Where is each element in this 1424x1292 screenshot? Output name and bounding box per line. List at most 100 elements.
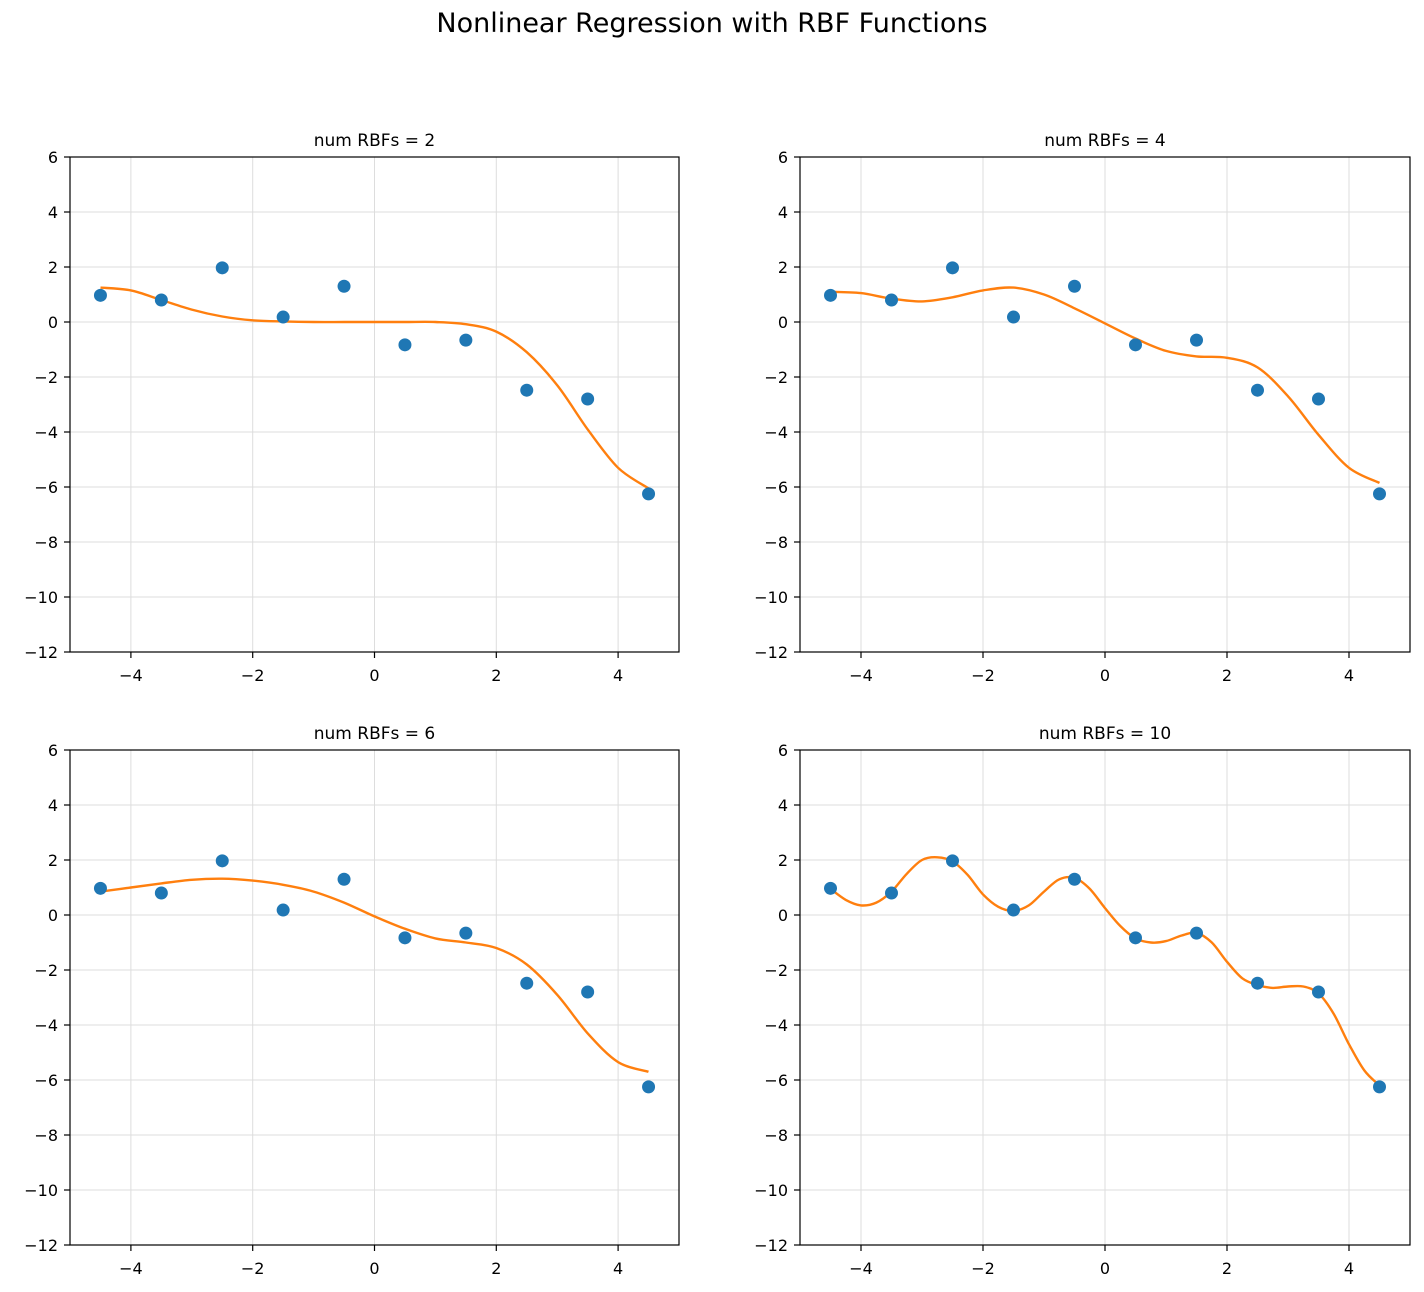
subplot-2: num RBFs = 4 −4 −2 0 2 4 −12 −10 −8 −6 −4 −2 0 2 4 6 (754, 131, 1411, 685)
x-tick-label: −4 (849, 1259, 873, 1278)
y-tick-label: −6 (764, 1071, 788, 1090)
data-point (398, 931, 412, 945)
y-tick-label: 6 (48, 148, 58, 167)
y-tick-label: 6 (48, 741, 58, 760)
y-tick-label: 2 (48, 851, 58, 870)
fit-line (829, 856, 1381, 1087)
subplot-3: num RBFs = 6 −4 −2 0 2 4 −12 −10 −8 −6 −4 −2 0 2 4 6 (24, 724, 680, 1278)
data-point (93, 288, 107, 302)
data-point (581, 392, 595, 406)
x-tick-label: −4 (119, 666, 143, 685)
data-point (337, 279, 351, 293)
data-point (398, 338, 412, 352)
data-point (1251, 976, 1264, 990)
data-point (93, 881, 107, 895)
data-point (642, 1080, 656, 1094)
x-tick-label: −2 (971, 666, 995, 685)
x-tick-label: 4 (1344, 666, 1354, 685)
data-point (1129, 931, 1142, 945)
figure-title: Nonlinear Regression with RBF Functions (436, 8, 988, 39)
fit-line (830, 286, 1381, 484)
y-tick-label: −6 (34, 478, 58, 497)
data-point (520, 976, 534, 990)
y-tick-label: 0 (48, 313, 58, 332)
y-tick-label: −4 (764, 1016, 788, 1035)
data-point (1251, 383, 1264, 397)
y-tick-label: 2 (778, 258, 788, 277)
y-tick-label: −2 (34, 961, 58, 980)
y-tick-label: 2 (778, 851, 788, 870)
y-tick-label: −12 (754, 643, 788, 662)
subplot-4: num RBFs = 10 −4 −2 0 2 4 −12 −10 −8 −6 −4 −2 0 2 4 6 (754, 724, 1411, 1278)
y-tick-label: −12 (24, 1236, 58, 1255)
data-point (824, 881, 837, 895)
y-tick-label: −8 (764, 1126, 788, 1145)
y-tick-label: −6 (764, 478, 788, 497)
data-point (276, 310, 290, 324)
y-tick-label: 0 (778, 906, 788, 925)
x-tick-label: 0 (369, 666, 379, 685)
data-point (154, 886, 168, 900)
y-tick-label: 6 (778, 741, 788, 760)
data-point (1068, 279, 1081, 293)
data-point (520, 383, 534, 397)
data-point (946, 261, 959, 275)
x-tick-label: −4 (849, 666, 873, 685)
data-point (1007, 903, 1020, 917)
y-tick-label: 4 (778, 796, 788, 815)
x-tick-label: 4 (613, 1259, 623, 1278)
y-tick-label: −10 (24, 1181, 58, 1200)
data-point (1373, 1080, 1386, 1094)
subplot-1: num RBFs = 2 −4 −2 0 2 4 −12 −10 −8 −6 −4 −2 0 2 4 6 (24, 131, 680, 685)
y-tick-label: −2 (34, 368, 58, 387)
y-tick-label: −8 (764, 533, 788, 552)
y-tick-label: 2 (48, 258, 58, 277)
data-point (1190, 926, 1203, 940)
x-tick-label: 0 (1100, 1259, 1110, 1278)
subplot-title: num RBFs = 2 (314, 131, 436, 151)
y-tick-label: 4 (48, 203, 58, 222)
x-tick-label: 2 (491, 1259, 501, 1278)
x-tick-label: −2 (241, 1259, 265, 1278)
y-tick-label: −4 (764, 423, 788, 442)
axes-frame (69, 156, 680, 653)
y-tick-label: −4 (34, 423, 58, 442)
x-tick-label: 2 (1222, 666, 1232, 685)
data-point (1373, 487, 1386, 501)
data-point (885, 293, 898, 307)
y-tick-label: −12 (754, 1236, 788, 1255)
y-tick-label: 0 (778, 313, 788, 332)
axes-frame (799, 749, 1411, 1246)
y-tick-label: 6 (778, 148, 788, 167)
fit-line (100, 877, 649, 1073)
data-point (215, 854, 229, 868)
x-tick-label: 4 (1344, 1259, 1354, 1278)
data-point (215, 261, 229, 275)
data-point (824, 288, 837, 302)
data-point (946, 854, 959, 868)
y-tick-label: −2 (764, 368, 788, 387)
x-tick-label: −4 (119, 1259, 143, 1278)
subplot-title: num RBFs = 4 (1044, 131, 1166, 151)
fit-line (100, 286, 650, 490)
y-tick-label: 0 (48, 906, 58, 925)
y-tick-label: −6 (34, 1071, 58, 1090)
data-point (1190, 333, 1203, 347)
data-point (1068, 872, 1081, 886)
subplot-title: num RBFs = 6 (314, 724, 436, 744)
data-point (337, 872, 351, 886)
data-point (581, 985, 595, 999)
x-tick-label: 0 (369, 1259, 379, 1278)
y-tick-label: −12 (24, 643, 58, 662)
x-tick-label: 0 (1100, 666, 1110, 685)
data-point (459, 333, 473, 347)
y-tick-label: −8 (34, 533, 58, 552)
axes-frame (69, 749, 680, 1246)
data-point (1007, 310, 1020, 324)
x-tick-label: 2 (1222, 1259, 1232, 1278)
y-tick-label: −10 (754, 588, 788, 607)
y-tick-label: −4 (34, 1016, 58, 1035)
data-point (276, 903, 290, 917)
x-tick-label: −2 (241, 666, 265, 685)
